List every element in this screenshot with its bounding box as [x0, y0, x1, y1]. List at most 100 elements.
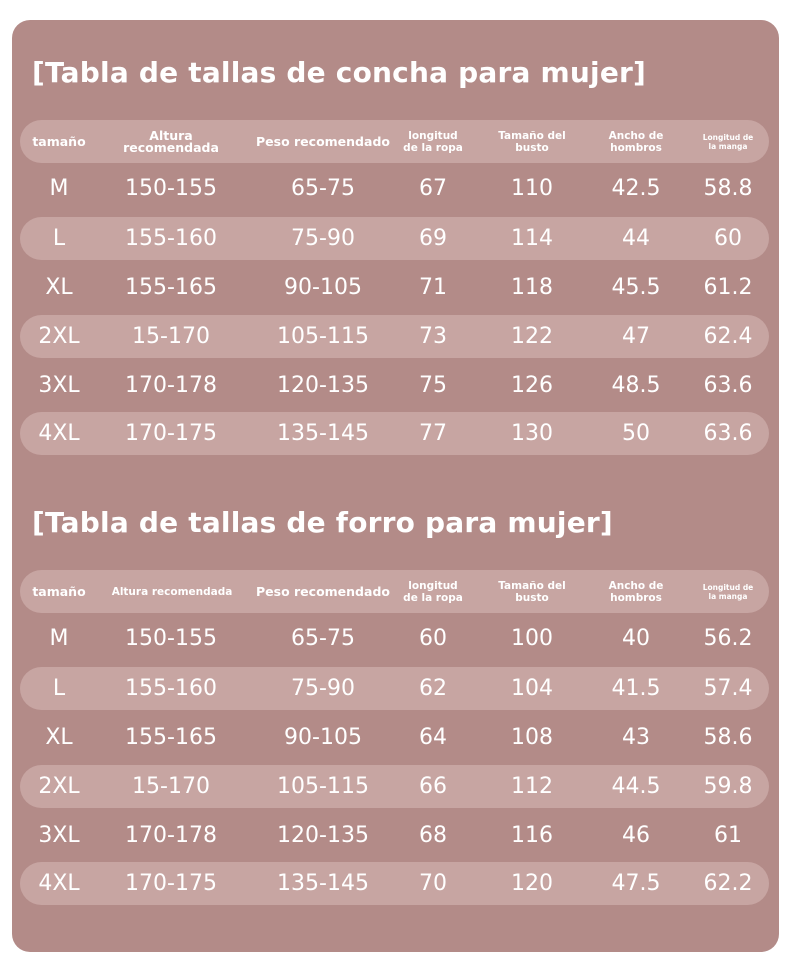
cell-size: XL	[45, 725, 73, 750]
cell-weight: 120-135	[277, 823, 369, 848]
cell-size: XL	[45, 275, 73, 300]
cell-height: 15-170	[132, 324, 210, 349]
cell-sleeve: 58.6	[703, 725, 753, 750]
cell-length: 69	[419, 226, 447, 251]
table-row: L 155-160 75-90 62 104 41.5 57.4	[20, 667, 769, 710]
cell-height: 15-170	[132, 774, 210, 799]
cell-height: 170-178	[125, 373, 217, 398]
cell-bust: 112	[511, 774, 553, 799]
cell-height: 155-160	[125, 676, 217, 701]
table-row: M 150-155 65-75 67 110 42.5 58.8	[20, 167, 769, 210]
header-sleeve: Longitud de la manga	[702, 132, 754, 151]
cell-height: 155-160	[125, 226, 217, 251]
cell-bust: 114	[511, 226, 553, 251]
header-size: tamaño	[32, 133, 86, 149]
cell-sleeve: 62.4	[703, 324, 753, 349]
cell-length: 68	[419, 823, 447, 848]
cell-size: 2XL	[38, 774, 80, 799]
cell-bust: 126	[511, 373, 553, 398]
cell-shoulder: 46	[622, 823, 650, 848]
section-title: [Tabla de tallas de forro para mujer]	[32, 506, 613, 539]
cell-bust: 118	[511, 275, 553, 300]
cell-height: 150-155	[125, 176, 217, 201]
cell-size: L	[52, 226, 66, 251]
cell-shoulder: 43	[622, 725, 650, 750]
cell-height: 170-178	[125, 823, 217, 848]
cell-shoulder: 44	[622, 226, 650, 251]
cell-size: 4XL	[38, 421, 80, 446]
cell-bust: 120	[511, 871, 553, 896]
header-shoulder: Ancho de hombros	[608, 579, 664, 604]
table-row: XL 155-165 90-105 71 118 45.5 61.2	[20, 266, 769, 309]
table-row: 4XL 170-175 135-145 77 130 50 63.6	[20, 412, 769, 455]
cell-length: 67	[419, 176, 447, 201]
cell-length: 71	[419, 275, 447, 300]
cell-weight: 105-115	[277, 774, 369, 799]
cell-sleeve: 61.2	[703, 275, 753, 300]
table-row: 2XL 15-170 105-115 73 122 47 62.4	[20, 315, 769, 358]
header-weight: Peso recomendado	[256, 133, 390, 149]
cell-weight: 65-75	[291, 626, 355, 651]
cell-shoulder: 45.5	[611, 275, 661, 300]
cell-size: M	[49, 626, 69, 651]
cell-sleeve: 63.6	[703, 373, 753, 398]
cell-shoulder: 48.5	[611, 373, 661, 398]
cell-shoulder: 50	[622, 421, 650, 446]
cell-sleeve: 56.2	[703, 626, 753, 651]
cell-sleeve: 58.8	[703, 176, 753, 201]
cell-bust: 104	[511, 676, 553, 701]
table-row: L 155-160 75-90 69 114 44 60	[20, 217, 769, 260]
header-bust: Tamaño del busto	[498, 579, 566, 604]
header-size: tamaño	[32, 583, 86, 599]
table-row: 3XL 170-178 120-135 75 126 48.5 63.6	[20, 364, 769, 407]
cell-shoulder: 41.5	[611, 676, 661, 701]
cell-size: M	[49, 176, 69, 201]
cell-length: 73	[419, 324, 447, 349]
cell-sleeve: 61	[714, 823, 742, 848]
table-row: 2XL 15-170 105-115 66 112 44.5 59.8	[20, 765, 769, 808]
cell-sleeve: 57.4	[703, 676, 753, 701]
header-length: longitud de la ropa	[403, 129, 463, 154]
cell-bust: 116	[511, 823, 553, 848]
cell-weight: 90-105	[284, 725, 362, 750]
table-row: M 150-155 65-75 60 100 40 56.2	[20, 617, 769, 660]
header-height: Altura recomendada	[111, 585, 233, 598]
table-header-row: tamaño Altura recomendada Peso recomenda…	[20, 570, 769, 613]
cell-bust: 130	[511, 421, 553, 446]
header-weight: Peso recomendado	[256, 583, 390, 599]
cell-length: 66	[419, 774, 447, 799]
cell-size: 3XL	[38, 373, 80, 398]
cell-length: 77	[419, 421, 447, 446]
cell-weight: 75-90	[291, 676, 355, 701]
cell-sleeve: 63.6	[703, 421, 753, 446]
table-header-row: tamaño Altura recomendada Peso recomenda…	[20, 120, 769, 163]
cell-height: 170-175	[125, 421, 217, 446]
header-bust: Tamaño del busto	[498, 129, 566, 154]
cell-height: 170-175	[125, 871, 217, 896]
cell-length: 64	[419, 725, 447, 750]
cell-size: L	[52, 676, 66, 701]
cell-weight: 135-145	[277, 871, 369, 896]
cell-height: 150-155	[125, 626, 217, 651]
cell-shoulder: 47.5	[611, 871, 661, 896]
cell-height: 155-165	[125, 275, 217, 300]
cell-weight: 120-135	[277, 373, 369, 398]
cell-height: 155-165	[125, 725, 217, 750]
cell-bust: 108	[511, 725, 553, 750]
table-row: 3XL 170-178 120-135 68 116 46 61	[20, 814, 769, 857]
size-chart-card: [Tabla de tallas de concha para mujer] t…	[12, 20, 779, 952]
cell-length: 60	[419, 626, 447, 651]
cell-shoulder: 40	[622, 626, 650, 651]
header-sleeve: Longitud de la manga	[702, 582, 754, 601]
cell-bust: 110	[511, 176, 553, 201]
cell-bust: 122	[511, 324, 553, 349]
table-row: XL 155-165 90-105 64 108 43 58.6	[20, 716, 769, 759]
table-row: 4XL 170-175 135-145 70 120 47.5 62.2	[20, 862, 769, 905]
header-height: Altura recomendada	[123, 127, 219, 155]
cell-size: 3XL	[38, 823, 80, 848]
cell-shoulder: 47	[622, 324, 650, 349]
cell-sleeve: 62.2	[703, 871, 753, 896]
cell-shoulder: 44.5	[611, 774, 661, 799]
cell-length: 70	[419, 871, 447, 896]
cell-weight: 65-75	[291, 176, 355, 201]
